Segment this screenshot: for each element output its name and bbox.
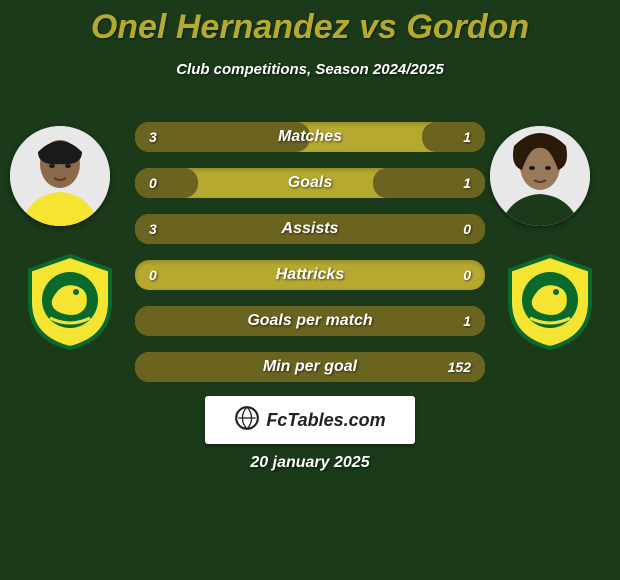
page-subtitle: Club competitions, Season 2024/2025 [0,61,620,78]
bar-value-right: 0 [449,210,485,248]
club-right-crest [500,252,600,352]
brand-icon [234,405,260,436]
bar-value-left [135,348,163,386]
bar-value-right: 152 [434,348,485,386]
bar-value-right: 1 [449,164,485,202]
bar-label: Goals per match [135,302,485,340]
bar-value-right: 1 [449,302,485,340]
bar-label: Hattricks [135,256,485,294]
brand-label: FcTables.com [266,410,385,431]
page-title: Onel Hernandez vs Gordon [0,0,620,47]
bar-label: Matches [135,118,485,156]
bar-value-left [135,302,163,340]
player-right-avatar [490,126,590,226]
date-label: 20 january 2025 [0,454,620,472]
bar-row: Goals per match1 [135,302,485,340]
bar-row: Hattricks0 0 [135,256,485,294]
bar-row: Min per goal152 [135,348,485,386]
bar-value-left: 3 [135,118,171,156]
bar-value-right: 1 [449,118,485,156]
bar-value-right: 0 [449,256,485,294]
bar-label: Min per goal [135,348,485,386]
bar-row: Goals0 1 [135,164,485,202]
bar-row: Assists3 0 [135,210,485,248]
bar-row: Matches3 1 [135,118,485,156]
player-left-avatar [10,126,110,226]
club-left-crest [20,252,120,352]
bar-label: Goals [135,164,485,202]
brand-box: FcTables.com [205,396,415,444]
bar-value-left: 0 [135,164,171,202]
bar-value-left: 0 [135,256,171,294]
bar-value-left: 3 [135,210,171,248]
comparison-bars: Matches31Goals01Assists30Hattricks00Goal… [135,118,485,394]
bar-label: Assists [135,210,485,248]
